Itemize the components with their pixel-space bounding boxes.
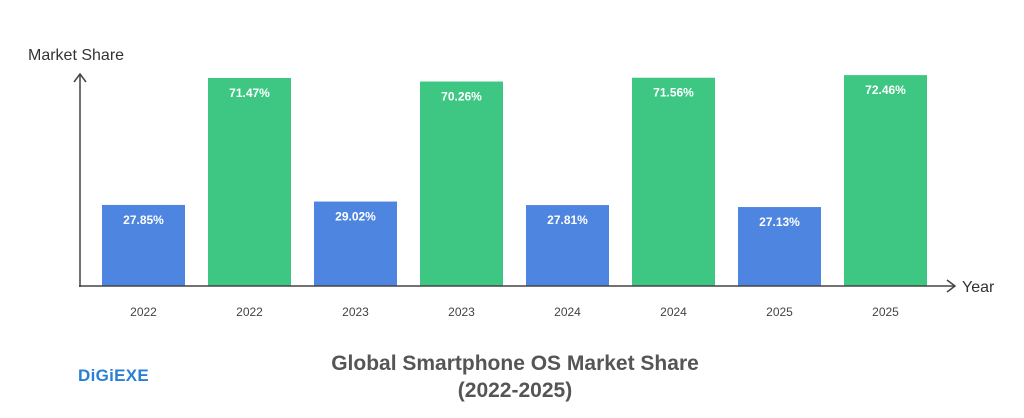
data-label: 71.56%	[653, 86, 694, 100]
chart-title: Global Smartphone OS Market Share (2022-…	[331, 352, 699, 402]
data-label: 27.85%	[123, 213, 164, 227]
y-axis-arrow	[73, 72, 87, 83]
bar	[844, 75, 927, 286]
bar	[526, 205, 609, 286]
bar	[208, 78, 291, 286]
x-axis-arrow	[946, 279, 957, 293]
digiexe-logo: DiGiEXE	[78, 366, 150, 385]
x-tick-label: 2024	[554, 305, 581, 319]
bar	[314, 201, 397, 286]
x-tick-label: 2024	[660, 305, 687, 319]
data-label: 71.47%	[229, 86, 270, 100]
data-label: 72.46%	[865, 83, 906, 97]
bar	[738, 207, 821, 286]
x-tick-label: 2025	[766, 305, 793, 319]
data-label: 29.02%	[335, 210, 376, 224]
bar	[102, 204, 185, 286]
data-label: 70.26%	[441, 90, 482, 104]
bar	[632, 77, 715, 287]
x-tick-label: 2023	[342, 305, 369, 319]
x-tick-label: 2022	[130, 305, 157, 319]
data-label: 27.13%	[759, 215, 800, 229]
x-axis-label: Year	[962, 279, 995, 296]
x-tick-label: 2025	[872, 305, 899, 319]
data-label: 27.81%	[547, 213, 588, 227]
x-tick-label: 2023	[448, 305, 475, 319]
y-axis-label: Market Share	[28, 47, 124, 64]
bar	[420, 81, 503, 286]
x-tick-label: 2022	[236, 305, 263, 319]
